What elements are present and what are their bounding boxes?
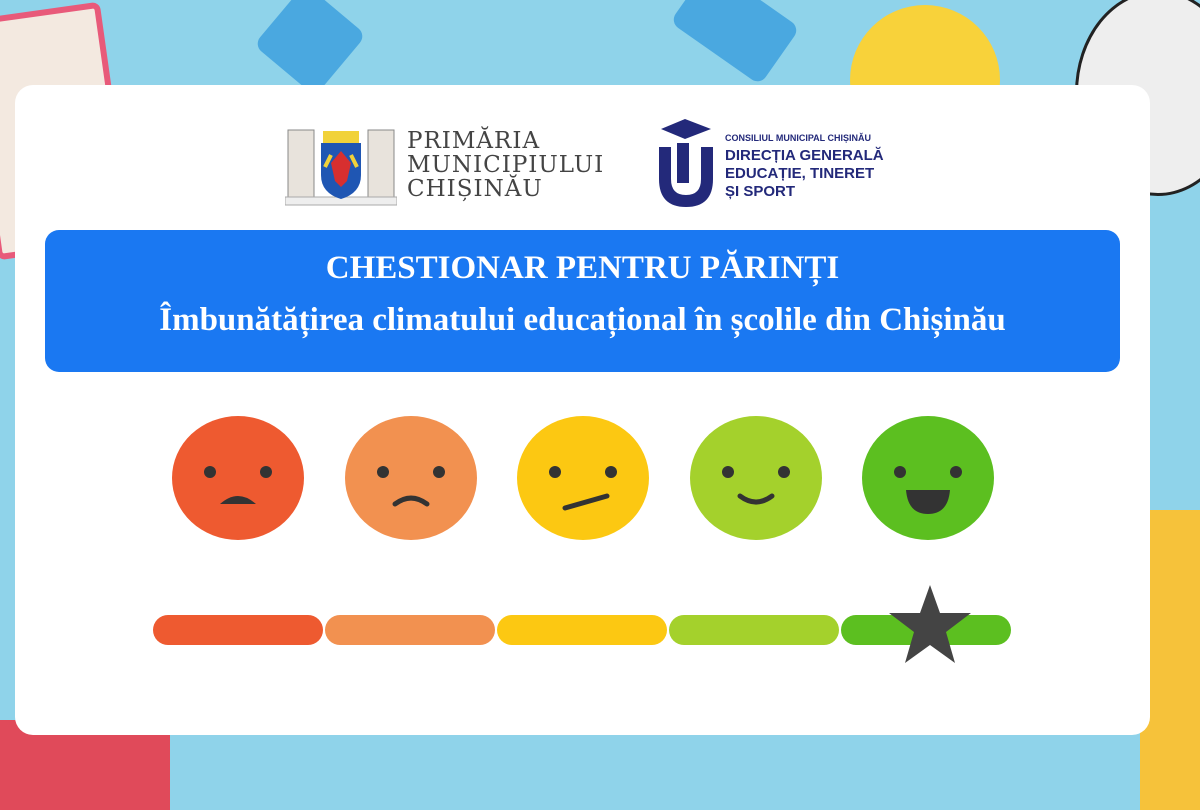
directorate-name: DIRECȚIA GENERALĂ EDUCAȚIE, TINERET ȘI S…: [725, 147, 884, 201]
rating-bar-2[interactable]: [325, 615, 495, 645]
face-happy[interactable]: [689, 416, 822, 540]
questionnaire-card: PRIMĂRIA MUNICIPIULUI CHIȘINĂU CONSILIUL…: [15, 85, 1150, 735]
coat-of-arms-icon: [285, 129, 397, 206]
background-pencil: [253, 0, 367, 97]
title-banner: CHESTIONAR PENTRU PĂRINȚI Îmbunătățirea …: [45, 230, 1120, 372]
primaria-line1: PRIMĂRIA: [407, 128, 541, 154]
dgets-emblem-icon: [659, 119, 713, 207]
rating-bar-1[interactable]: [153, 615, 323, 645]
directorate-line3: ȘI SPORT: [725, 183, 796, 200]
primaria-name: PRIMĂRIA MUNICIPIULUI CHIȘINĂU: [407, 129, 604, 201]
primaria-logo: PRIMĂRIA MUNICIPIULUI CHIȘINĂU: [285, 125, 645, 210]
face-very-happy[interactable]: [862, 416, 994, 540]
primaria-line3: CHIȘINĂU: [407, 176, 543, 202]
rating-bar-4[interactable]: [669, 615, 839, 645]
background-pencil: [669, 0, 801, 86]
banner-title: CHESTIONAR PENTRU PĂRINȚI: [325, 250, 840, 286]
rating-bar-3[interactable]: [497, 615, 667, 645]
directorate-line1: DIRECȚIA GENERALĂ: [725, 147, 884, 164]
council-name: CONSILIUL MUNICIPAL CHIȘINĂU: [725, 133, 872, 143]
banner-subtitle: Îmbunătățirea climatului educațional în …: [159, 302, 1006, 338]
face-sad[interactable]: [344, 416, 477, 540]
face-neutral[interactable]: [517, 416, 649, 540]
face-very-sad[interactable]: [172, 416, 304, 540]
background-book: [0, 720, 170, 810]
directorate-line2: EDUCAȚIE, TINERET: [725, 165, 875, 182]
primaria-line2: MUNICIPIULUI: [407, 152, 605, 178]
dgets-logo: CONSILIUL MUNICIPAL CHIȘINĂU DIRECȚIA GE…: [655, 117, 915, 212]
star-icon: [889, 585, 971, 663]
background-notebook: [1140, 510, 1200, 810]
